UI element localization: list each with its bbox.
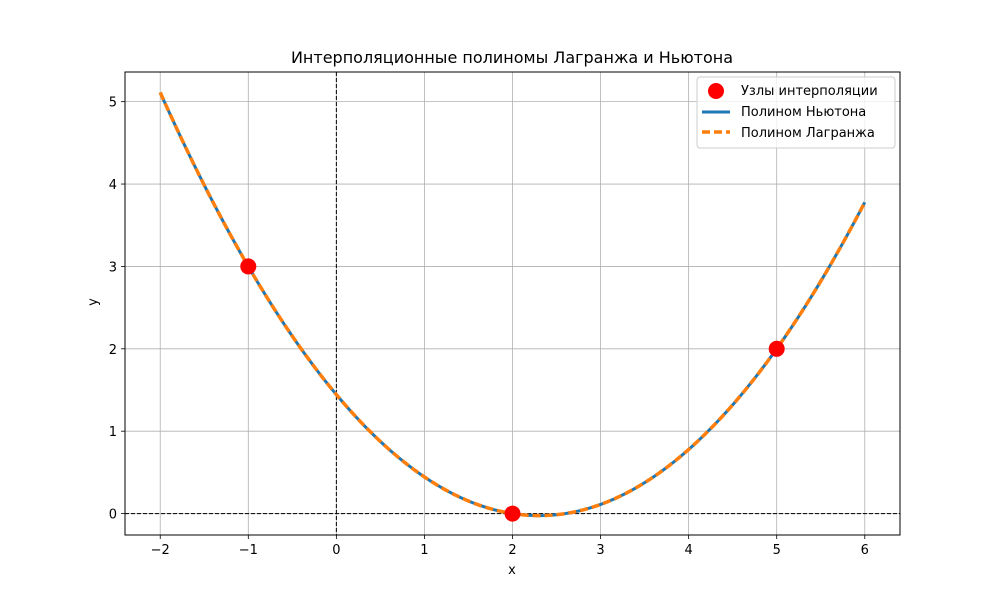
y-tick-label: 1	[109, 425, 117, 440]
x-tick-label: 2	[508, 543, 516, 558]
chart-title: Интерполяционные полиномы Лагранжа и Нью…	[291, 48, 733, 67]
interpolation-node	[768, 340, 785, 357]
x-tick-label: −2	[151, 543, 170, 558]
y-axis-label: y	[86, 298, 101, 306]
interpolation-nodes	[240, 258, 785, 522]
x-tick-label: −1	[239, 543, 258, 558]
legend-marker-nodes	[708, 83, 724, 99]
x-tick-label: 1	[420, 543, 428, 558]
legend-label-lagrange: Полином Лагранжа	[741, 126, 875, 141]
y-tick-label: 2	[109, 343, 117, 358]
y-tick-label: 3	[109, 260, 117, 275]
x-tick-label: 5	[773, 543, 781, 558]
y-tick-label: 5	[109, 96, 117, 111]
legend-label-nodes: Узлы интерполяции	[741, 84, 878, 99]
interpolation-node	[240, 258, 257, 275]
y-tick-label: 4	[109, 178, 117, 193]
x-tick-label: 0	[332, 543, 340, 558]
legend: Узлы интерполяции Полином Ньютона Полино…	[696, 76, 896, 149]
axis-ticks: −2 −1 0 1 2 3 4 5 6 0 1 2 3 4 5	[109, 96, 869, 558]
legend-label-newton: Полином Ньютона	[741, 105, 866, 120]
legend-box	[696, 76, 896, 149]
x-tick-label: 4	[684, 543, 692, 558]
x-axis-label: x	[508, 563, 516, 578]
x-tick-label: 6	[861, 543, 869, 558]
y-tick-label: 0	[109, 508, 117, 523]
interpolation-node	[504, 505, 521, 522]
x-tick-label: 3	[596, 543, 604, 558]
